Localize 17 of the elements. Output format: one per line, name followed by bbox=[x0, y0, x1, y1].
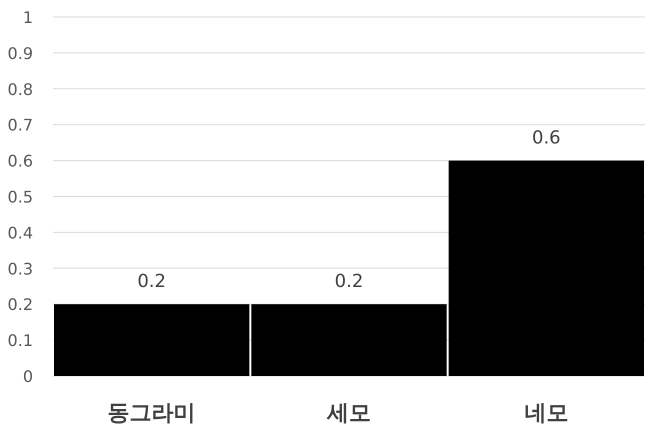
y-tick-label: 0.9 bbox=[8, 44, 33, 63]
x-tick-label: 동그라미 bbox=[108, 401, 196, 426]
x-tick-label: 세모 bbox=[326, 401, 371, 426]
y-tick-label: 0.7 bbox=[8, 116, 33, 135]
y-tick-label: 0.6 bbox=[8, 152, 33, 171]
y-tick-label: 0.4 bbox=[8, 223, 33, 242]
data-label: 0.6 bbox=[532, 128, 561, 149]
y-tick-label: 0.8 bbox=[8, 80, 33, 99]
y-tick-label: 0.2 bbox=[8, 295, 33, 314]
y-tick-label: 0.5 bbox=[8, 188, 33, 206]
x-tick-label: 네모 bbox=[524, 401, 568, 426]
y-tick-label: 1 bbox=[22, 8, 33, 27]
y-tick-label: 0.1 bbox=[8, 331, 33, 350]
data-label: 0.2 bbox=[137, 271, 166, 292]
y-tick-label: 0.3 bbox=[8, 259, 33, 278]
data-label: 0.2 bbox=[334, 271, 364, 292]
y-tick-label: 0 bbox=[22, 367, 33, 386]
